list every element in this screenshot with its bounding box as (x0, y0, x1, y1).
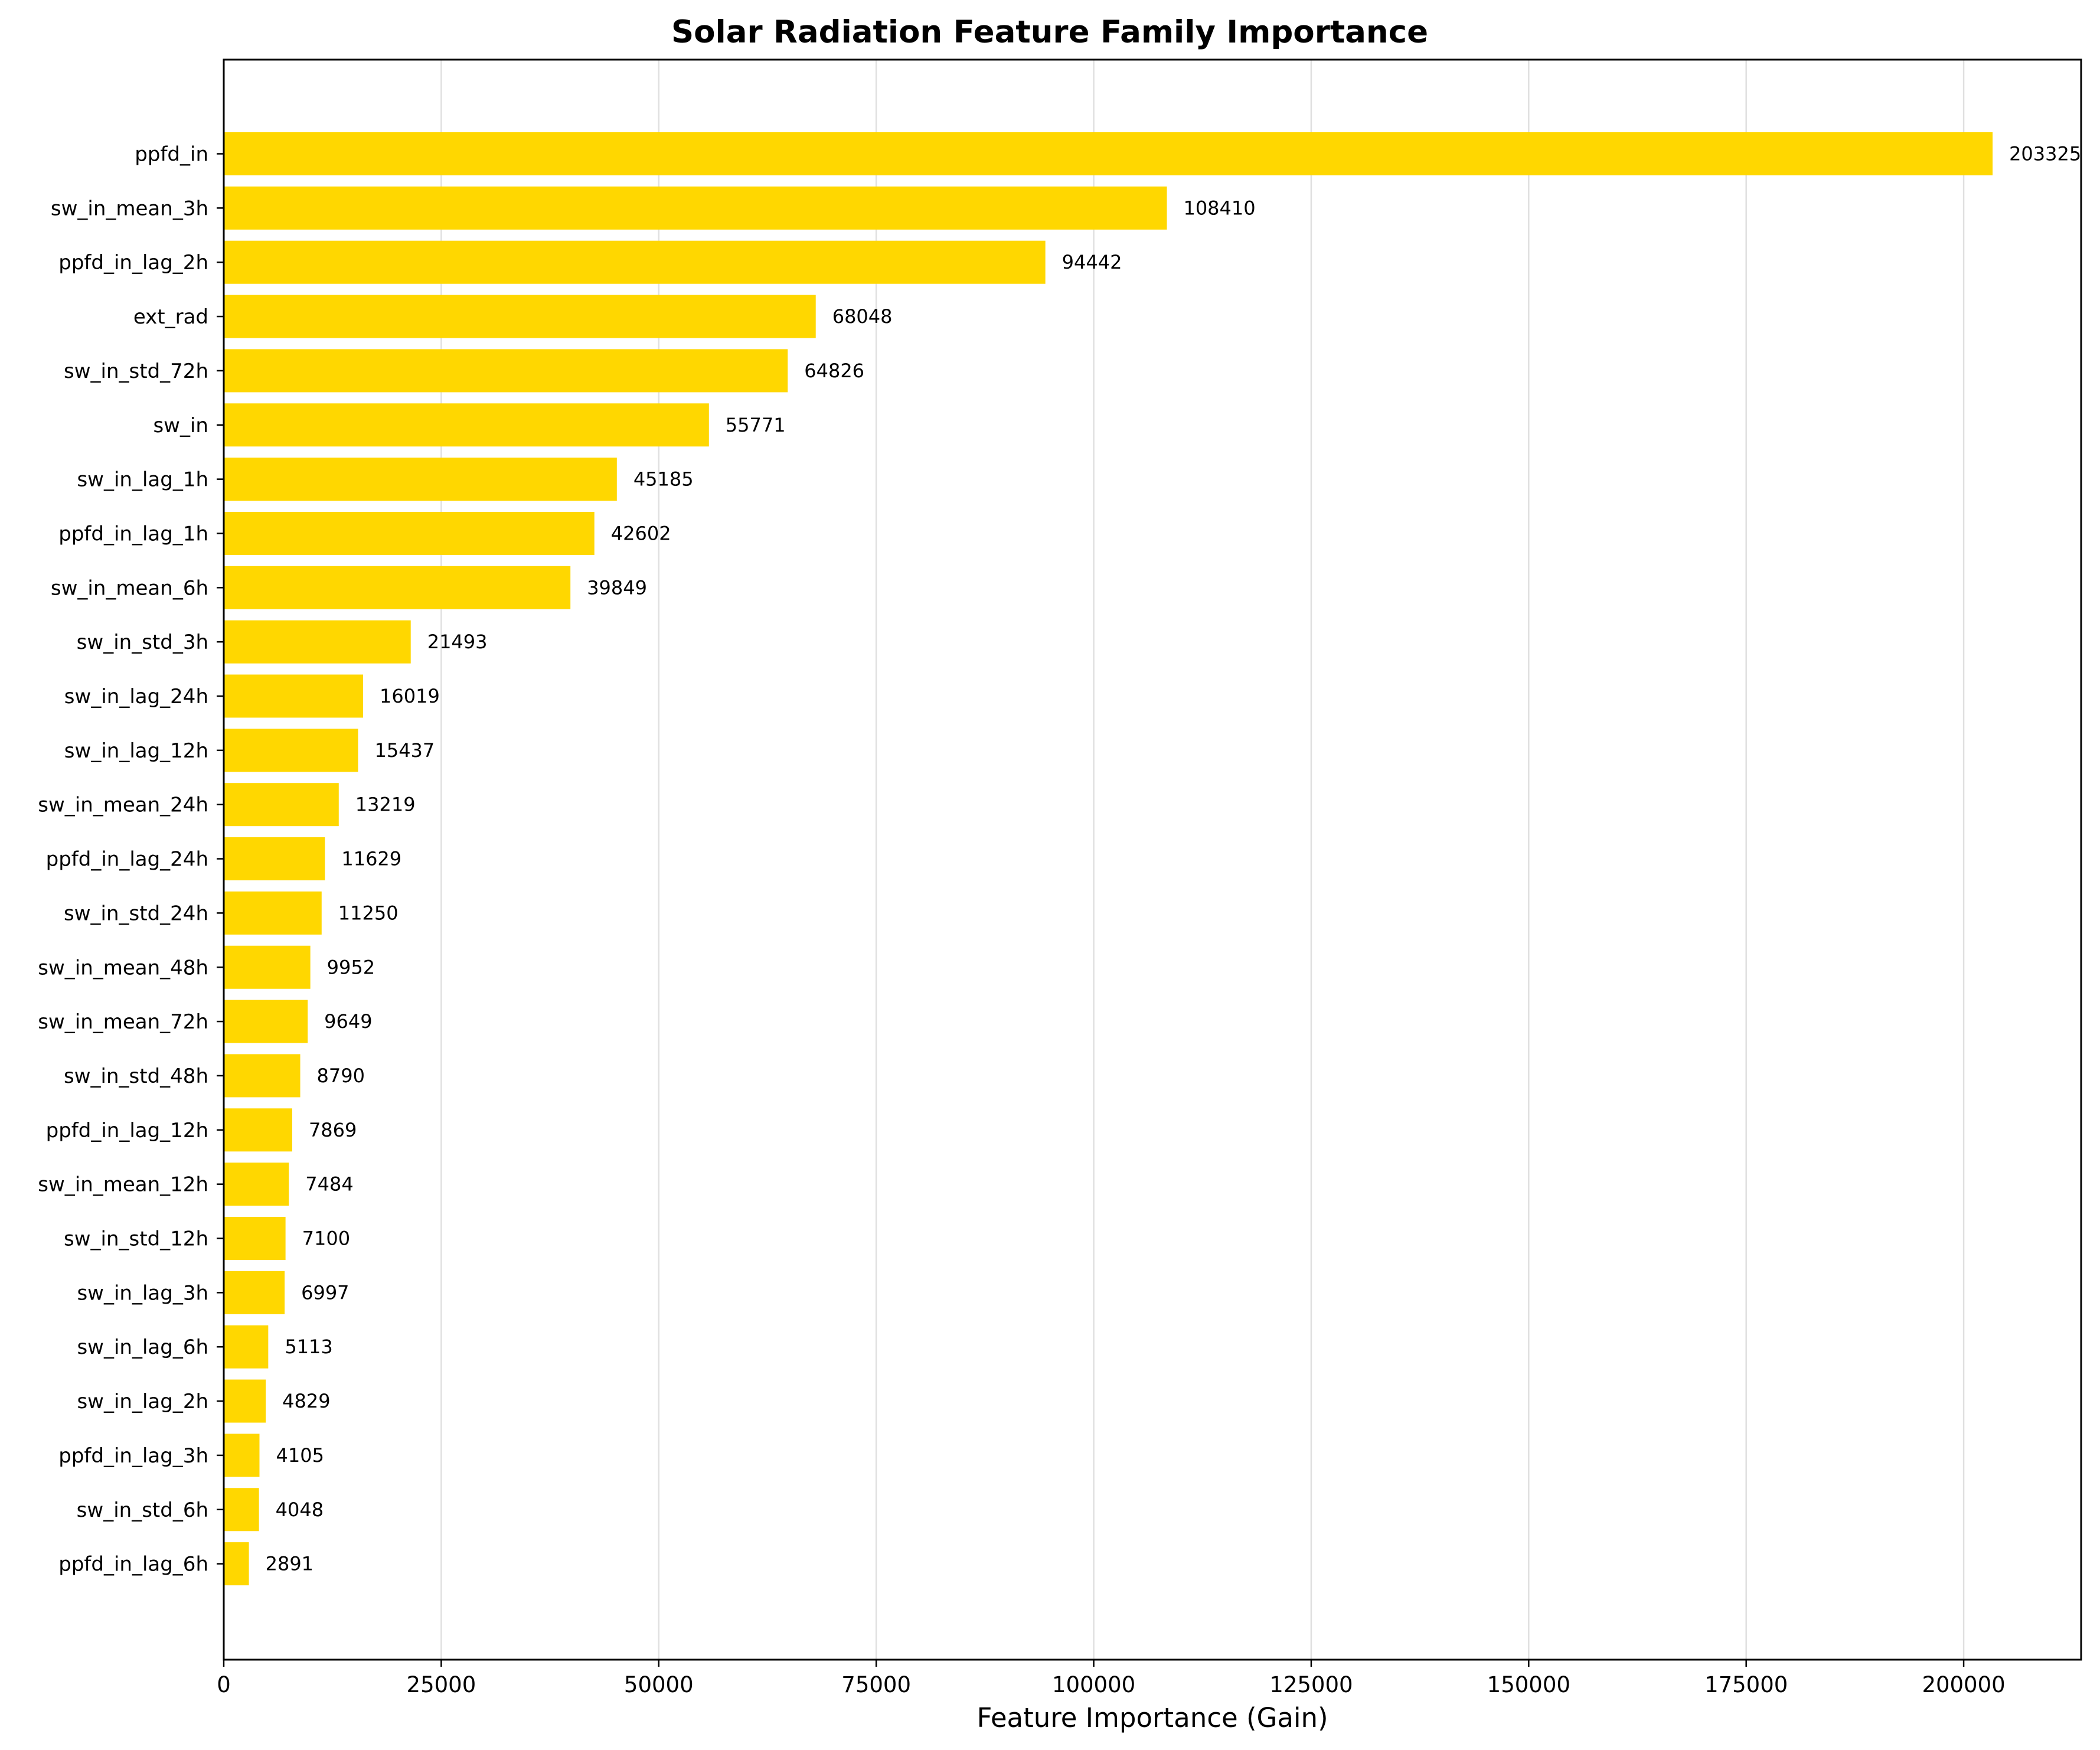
bar-value-label: 7100 (302, 1227, 350, 1250)
bar-value-label: 4829 (282, 1390, 330, 1412)
bar (224, 891, 322, 935)
bar-value-label: 11629 (341, 848, 401, 870)
bar (224, 1163, 289, 1206)
y-tick-label: sw_in_std_24h (64, 902, 208, 925)
bar-value-label: 45185 (633, 468, 694, 491)
bar (224, 1325, 269, 1369)
bar-value-label: 5113 (285, 1336, 332, 1358)
bar (224, 837, 325, 881)
value-labels-group: 203325 108410 94442 68048 64826 55771 45185 426… (266, 143, 2082, 1575)
bar (224, 674, 364, 718)
bar-value-label: 64826 (804, 360, 864, 382)
bar-value-label: 13219 (355, 794, 416, 816)
bar-value-label: 68048 (832, 305, 893, 328)
x-tick-label: 150000 (1487, 1672, 1570, 1697)
y-tick-label: ppfd_in_lag_6h (58, 1553, 208, 1576)
y-tick-label: sw_in_lag_24h (64, 685, 208, 709)
bar (224, 240, 1046, 284)
y-tick-label: sw_in_lag_12h (64, 739, 208, 763)
bar-value-label: 9952 (327, 956, 375, 978)
y-tick-label: ppfd_in_lag_24h (46, 848, 208, 871)
y-tick-label: sw_in_lag_6h (77, 1336, 208, 1359)
bar (224, 620, 411, 664)
bar (224, 783, 339, 827)
bar (224, 729, 358, 772)
y-tick-label: ppfd_in_lag_3h (58, 1444, 208, 1468)
bar-value-label: 4048 (276, 1498, 324, 1521)
bar-value-label: 16019 (380, 685, 440, 707)
y-tick-label: sw_in_mean_6h (51, 576, 208, 600)
x-tick-label: 0 (217, 1672, 231, 1697)
bar (224, 1542, 249, 1586)
x-tick-label: 200000 (1922, 1672, 2005, 1697)
bar-value-label: 4105 (276, 1444, 324, 1467)
bar (224, 1434, 260, 1477)
bar-value-label: 2891 (266, 1553, 313, 1575)
bar (224, 511, 595, 555)
bar-value-label: 7869 (309, 1119, 357, 1141)
y-tick-label: ext_rad (133, 305, 208, 329)
bar-value-label: 11250 (338, 902, 399, 924)
bar (224, 403, 709, 447)
y-tick-label: ppfd_in_lag_1h (58, 522, 208, 546)
x-tick-label: 175000 (1704, 1672, 1788, 1697)
bar (224, 1000, 308, 1043)
y-axis-ticks: ppfd_in sw_in_mean_3h ppfd_in_lag_2h ext_ra… (38, 143, 224, 1576)
bar (224, 349, 788, 393)
bar-value-label: 9649 (324, 1010, 372, 1033)
bar (224, 1054, 301, 1098)
bar-value-label: 108410 (1183, 197, 1255, 219)
y-tick-label: sw_in_mean_3h (51, 197, 208, 220)
bar (224, 1108, 292, 1152)
bar (224, 132, 1993, 175)
bar-value-label: 39849 (587, 576, 647, 599)
bar (224, 295, 816, 338)
y-tick-label: sw_in_mean_12h (38, 1173, 208, 1197)
y-tick-label: ppfd_in_lag_12h (46, 1119, 208, 1142)
y-tick-label: sw_in_mean_48h (38, 956, 208, 980)
plot-frame (223, 58, 2082, 1661)
x-tick-label: 125000 (1269, 1672, 1353, 1697)
y-tick-label: sw_in (153, 414, 208, 438)
bar (224, 945, 311, 989)
y-tick-label: sw_in_std_12h (64, 1227, 208, 1251)
y-tick-label: sw_in_std_6h (77, 1498, 208, 1522)
bar (224, 1488, 259, 1532)
bar-value-label: 203325 (2009, 143, 2081, 165)
bar (224, 458, 617, 501)
y-tick-label: sw_in_lag_3h (77, 1281, 208, 1305)
x-tick-label: 75000 (841, 1672, 911, 1697)
bar (224, 566, 571, 609)
bar (224, 1379, 266, 1423)
y-tick-label: sw_in_std_3h (77, 631, 208, 654)
bar-value-label: 8790 (317, 1065, 365, 1087)
x-tick-label: 100000 (1052, 1672, 1135, 1697)
y-tick-label: sw_in_lag_1h (77, 468, 208, 492)
x-axis-label: Feature Importance (Gain) (976, 1702, 1328, 1733)
bar (224, 186, 1167, 230)
chart-title: Solar Radiation Feature Family Importanc… (671, 14, 1428, 50)
x-tick-label: 50000 (624, 1672, 694, 1697)
y-tick-label: sw_in_std_48h (64, 1065, 208, 1088)
x-tick-label: 25000 (407, 1672, 476, 1697)
y-tick-label: sw_in_mean_24h (38, 794, 208, 817)
bar-value-label: 15437 (374, 739, 435, 762)
bar-value-label: 94442 (1062, 251, 1122, 273)
y-tick-label: ppfd_in_lag_2h (58, 251, 208, 275)
y-tick-label: ppfd_in (135, 143, 208, 166)
y-tick-label: sw_in_std_72h (64, 360, 208, 383)
y-tick-label: sw_in_lag_2h (77, 1390, 208, 1413)
bar-value-label: 42602 (611, 522, 671, 544)
bar-value-label: 21493 (427, 631, 488, 653)
bar (224, 1217, 286, 1260)
x-axis-ticks: 0 25000 50000 75000 100000 125000 150000 175000… (217, 1660, 2006, 1697)
y-tick-label: sw_in_mean_72h (38, 1010, 208, 1034)
bars-group (224, 132, 1993, 1586)
bar-value-label: 55771 (726, 414, 786, 436)
bar-value-label: 7484 (305, 1173, 353, 1196)
bar (224, 1271, 285, 1314)
bar-value-label: 6997 (301, 1281, 349, 1304)
